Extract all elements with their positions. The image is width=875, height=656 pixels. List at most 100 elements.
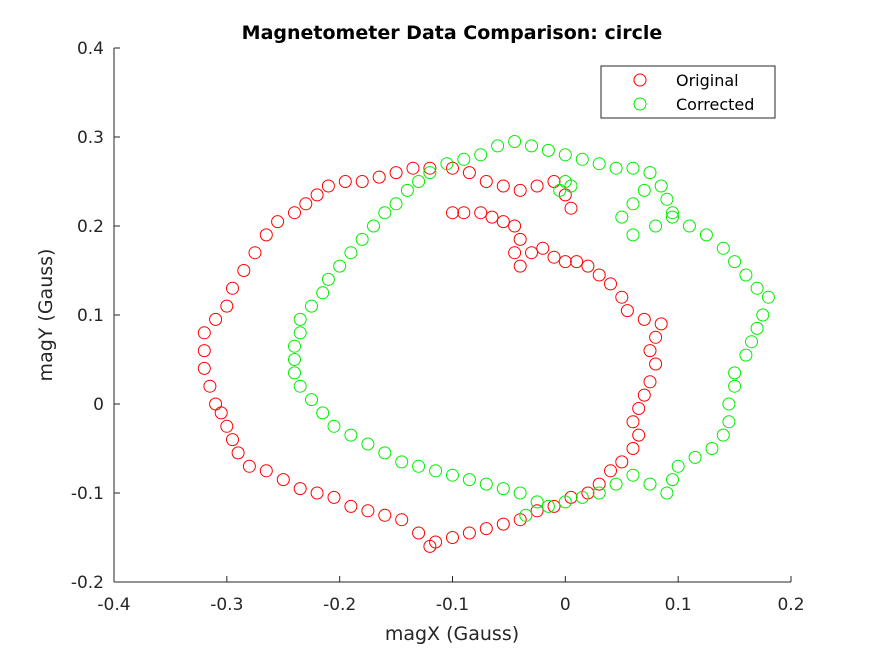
data-point-corrected bbox=[378, 446, 392, 460]
data-point-original bbox=[378, 508, 392, 522]
legend-label-original: Original bbox=[676, 71, 739, 90]
data-point-original bbox=[604, 277, 617, 291]
data-point-corrected bbox=[722, 415, 736, 429]
data-point-corrected bbox=[412, 459, 426, 473]
data-point-original bbox=[513, 183, 527, 197]
data-point-corrected bbox=[682, 219, 696, 233]
data-point-original bbox=[226, 281, 239, 295]
data-point-original bbox=[231, 446, 245, 460]
data-point-corrected bbox=[643, 166, 657, 180]
y-tick-label: 0.3 bbox=[77, 128, 104, 148]
x-axis-ticks: -0.4 -0.3 -0.2 -0.1 0 0.1 0.2 bbox=[97, 576, 805, 615]
x-tick-label: -0.1 bbox=[436, 595, 469, 615]
data-point-corrected bbox=[305, 393, 318, 407]
data-point-original bbox=[395, 513, 409, 527]
data-point-original bbox=[209, 397, 223, 411]
data-point-original bbox=[530, 179, 544, 193]
data-point-corrected bbox=[739, 268, 753, 282]
data-point-corrected bbox=[327, 419, 341, 433]
data-point-original bbox=[564, 201, 578, 215]
data-point-original bbox=[620, 304, 634, 318]
data-point-original bbox=[632, 428, 646, 442]
data-point-original bbox=[632, 402, 646, 415]
x-tick-label: -0.2 bbox=[323, 595, 356, 615]
data-point-corrected bbox=[491, 139, 505, 153]
data-point-corrected bbox=[761, 290, 775, 304]
data-point-original bbox=[626, 442, 640, 455]
data-point-corrected bbox=[626, 228, 640, 242]
data-point-corrected bbox=[305, 299, 318, 313]
data-point-original bbox=[496, 179, 510, 193]
x-tick-label: 0 bbox=[560, 595, 571, 615]
data-point-original bbox=[479, 522, 493, 536]
data-point-corrected bbox=[423, 166, 437, 180]
data-point-corrected bbox=[654, 179, 668, 193]
data-point-original bbox=[344, 499, 358, 513]
data-point-original bbox=[372, 170, 386, 184]
data-point-corrected bbox=[722, 397, 736, 411]
data-point-corrected bbox=[457, 152, 471, 166]
data-point-corrected bbox=[344, 428, 358, 442]
data-point-corrected bbox=[395, 455, 409, 469]
data-point-corrected bbox=[361, 437, 375, 451]
data-point-corrected bbox=[609, 477, 623, 491]
x-tick-label: -0.4 bbox=[97, 595, 130, 615]
data-point-original bbox=[479, 175, 493, 188]
legend: Original Corrected bbox=[600, 65, 776, 119]
data-point-corrected bbox=[750, 281, 764, 295]
data-point-original bbox=[197, 344, 211, 358]
legend-marker-original bbox=[633, 73, 647, 87]
data-point-corrected bbox=[288, 339, 301, 353]
data-point-corrected bbox=[541, 499, 555, 513]
data-point-original bbox=[654, 317, 668, 331]
data-point-original bbox=[293, 482, 307, 496]
data-point-original bbox=[412, 526, 426, 540]
y-tick-label: -0.1 bbox=[71, 484, 104, 504]
data-point-corrected bbox=[293, 326, 307, 340]
data-point-corrected bbox=[558, 495, 572, 509]
data-point-corrected bbox=[462, 473, 476, 487]
data-point-original bbox=[321, 179, 335, 193]
data-point-corrected bbox=[378, 206, 392, 220]
plot-area bbox=[114, 48, 791, 582]
y-tick-label: 0 bbox=[93, 395, 104, 415]
data-point-original bbox=[626, 415, 640, 429]
data-point-corrected bbox=[446, 468, 459, 482]
data-point-corrected bbox=[660, 192, 674, 206]
data-point-corrected bbox=[508, 135, 522, 148]
data-point-corrected bbox=[728, 366, 742, 380]
data-point-corrected bbox=[288, 353, 301, 366]
data-point-corrected bbox=[575, 490, 589, 504]
data-point-corrected bbox=[728, 379, 742, 393]
x-tick-label: -0.3 bbox=[210, 595, 243, 615]
legend-marker-corrected bbox=[633, 97, 647, 111]
data-point-corrected bbox=[496, 482, 510, 496]
data-point-corrected bbox=[666, 473, 679, 487]
data-point-original bbox=[242, 459, 256, 473]
data-point-corrected bbox=[750, 321, 764, 335]
data-point-original bbox=[209, 312, 223, 326]
data-point-corrected bbox=[699, 228, 713, 242]
data-point-original bbox=[604, 464, 617, 478]
data-point-original bbox=[276, 473, 290, 487]
data-point-original bbox=[525, 246, 538, 260]
data-point-original bbox=[446, 531, 459, 544]
data-point-original bbox=[547, 499, 561, 513]
data-point-original bbox=[496, 215, 510, 229]
data-point-original bbox=[197, 326, 211, 340]
data-point-corrected bbox=[666, 210, 679, 224]
data-point-original bbox=[197, 361, 211, 375]
data-point-original bbox=[496, 517, 510, 531]
data-point-corrected bbox=[479, 477, 493, 491]
data-point-original bbox=[615, 290, 629, 304]
y-tick-label: 0.4 bbox=[77, 39, 104, 59]
data-point-original bbox=[423, 161, 437, 175]
data-point-original bbox=[355, 175, 369, 188]
data-point-original bbox=[338, 175, 352, 188]
data-point-original bbox=[423, 539, 437, 553]
data-point-corrected bbox=[293, 312, 307, 326]
data-point-original bbox=[259, 228, 273, 242]
data-point-original bbox=[592, 268, 606, 282]
data-point-corrected bbox=[530, 495, 544, 509]
